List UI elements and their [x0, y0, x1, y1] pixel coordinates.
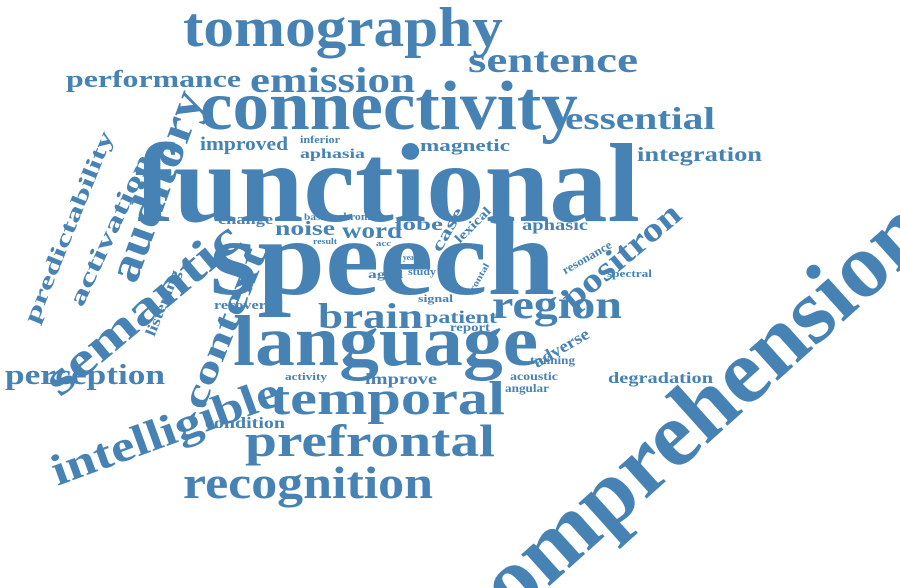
word-signal: signal [418, 294, 453, 305]
word-aphasia: aphasia [300, 147, 365, 162]
word-essential: essential [565, 100, 715, 136]
word-performance: performance [66, 67, 241, 93]
word-recognition: recognition [183, 457, 434, 508]
word-angular: angular [505, 381, 550, 395]
word-degradation: degradation [608, 370, 713, 387]
word-magnetic: magnetic [420, 136, 511, 155]
word-patient: patient [425, 307, 497, 327]
word-sentence: sentence [468, 40, 638, 80]
word-lobe: lobe [395, 214, 443, 234]
word-acc: acc [376, 239, 391, 248]
word-aphasic: aphasic [522, 217, 589, 234]
word-year: year [403, 253, 418, 262]
word-prefrontal: prefrontal [245, 415, 496, 466]
word-integration: integration [637, 144, 763, 166]
word-aged: aged [368, 267, 403, 281]
word-temporal: temporal [270, 372, 505, 425]
word-basis: basis [304, 212, 328, 222]
word-result: result [313, 237, 338, 246]
word-recovery: recovery [214, 297, 275, 312]
word-inferior: inferior [300, 135, 341, 146]
word-chronic: chronic [338, 212, 377, 223]
word-tomography: tomography [183, 0, 503, 59]
word-language: language [233, 301, 539, 381]
word-region: region [492, 282, 623, 327]
word-functional: functional [135, 122, 640, 246]
word-improve: improve [365, 371, 437, 388]
word-change: change [218, 212, 273, 228]
word-acoustic: acoustic [510, 369, 558, 383]
word-training: training [530, 353, 575, 367]
word-connectivity: connectivity [200, 68, 578, 145]
word-speech: speech [210, 199, 556, 318]
word-perception: perception [5, 360, 166, 391]
word-report: report [450, 320, 490, 334]
word-spectral: spectral [607, 269, 653, 280]
word-noise: noise [275, 218, 335, 240]
word-activity: activity [285, 372, 328, 383]
word-improved: improved [200, 134, 289, 155]
word-word: word [342, 218, 403, 243]
word-emission: emission [250, 60, 416, 100]
word-condition: condition [205, 415, 286, 432]
word-brain: brain [318, 296, 424, 336]
word-study: study [408, 267, 437, 278]
